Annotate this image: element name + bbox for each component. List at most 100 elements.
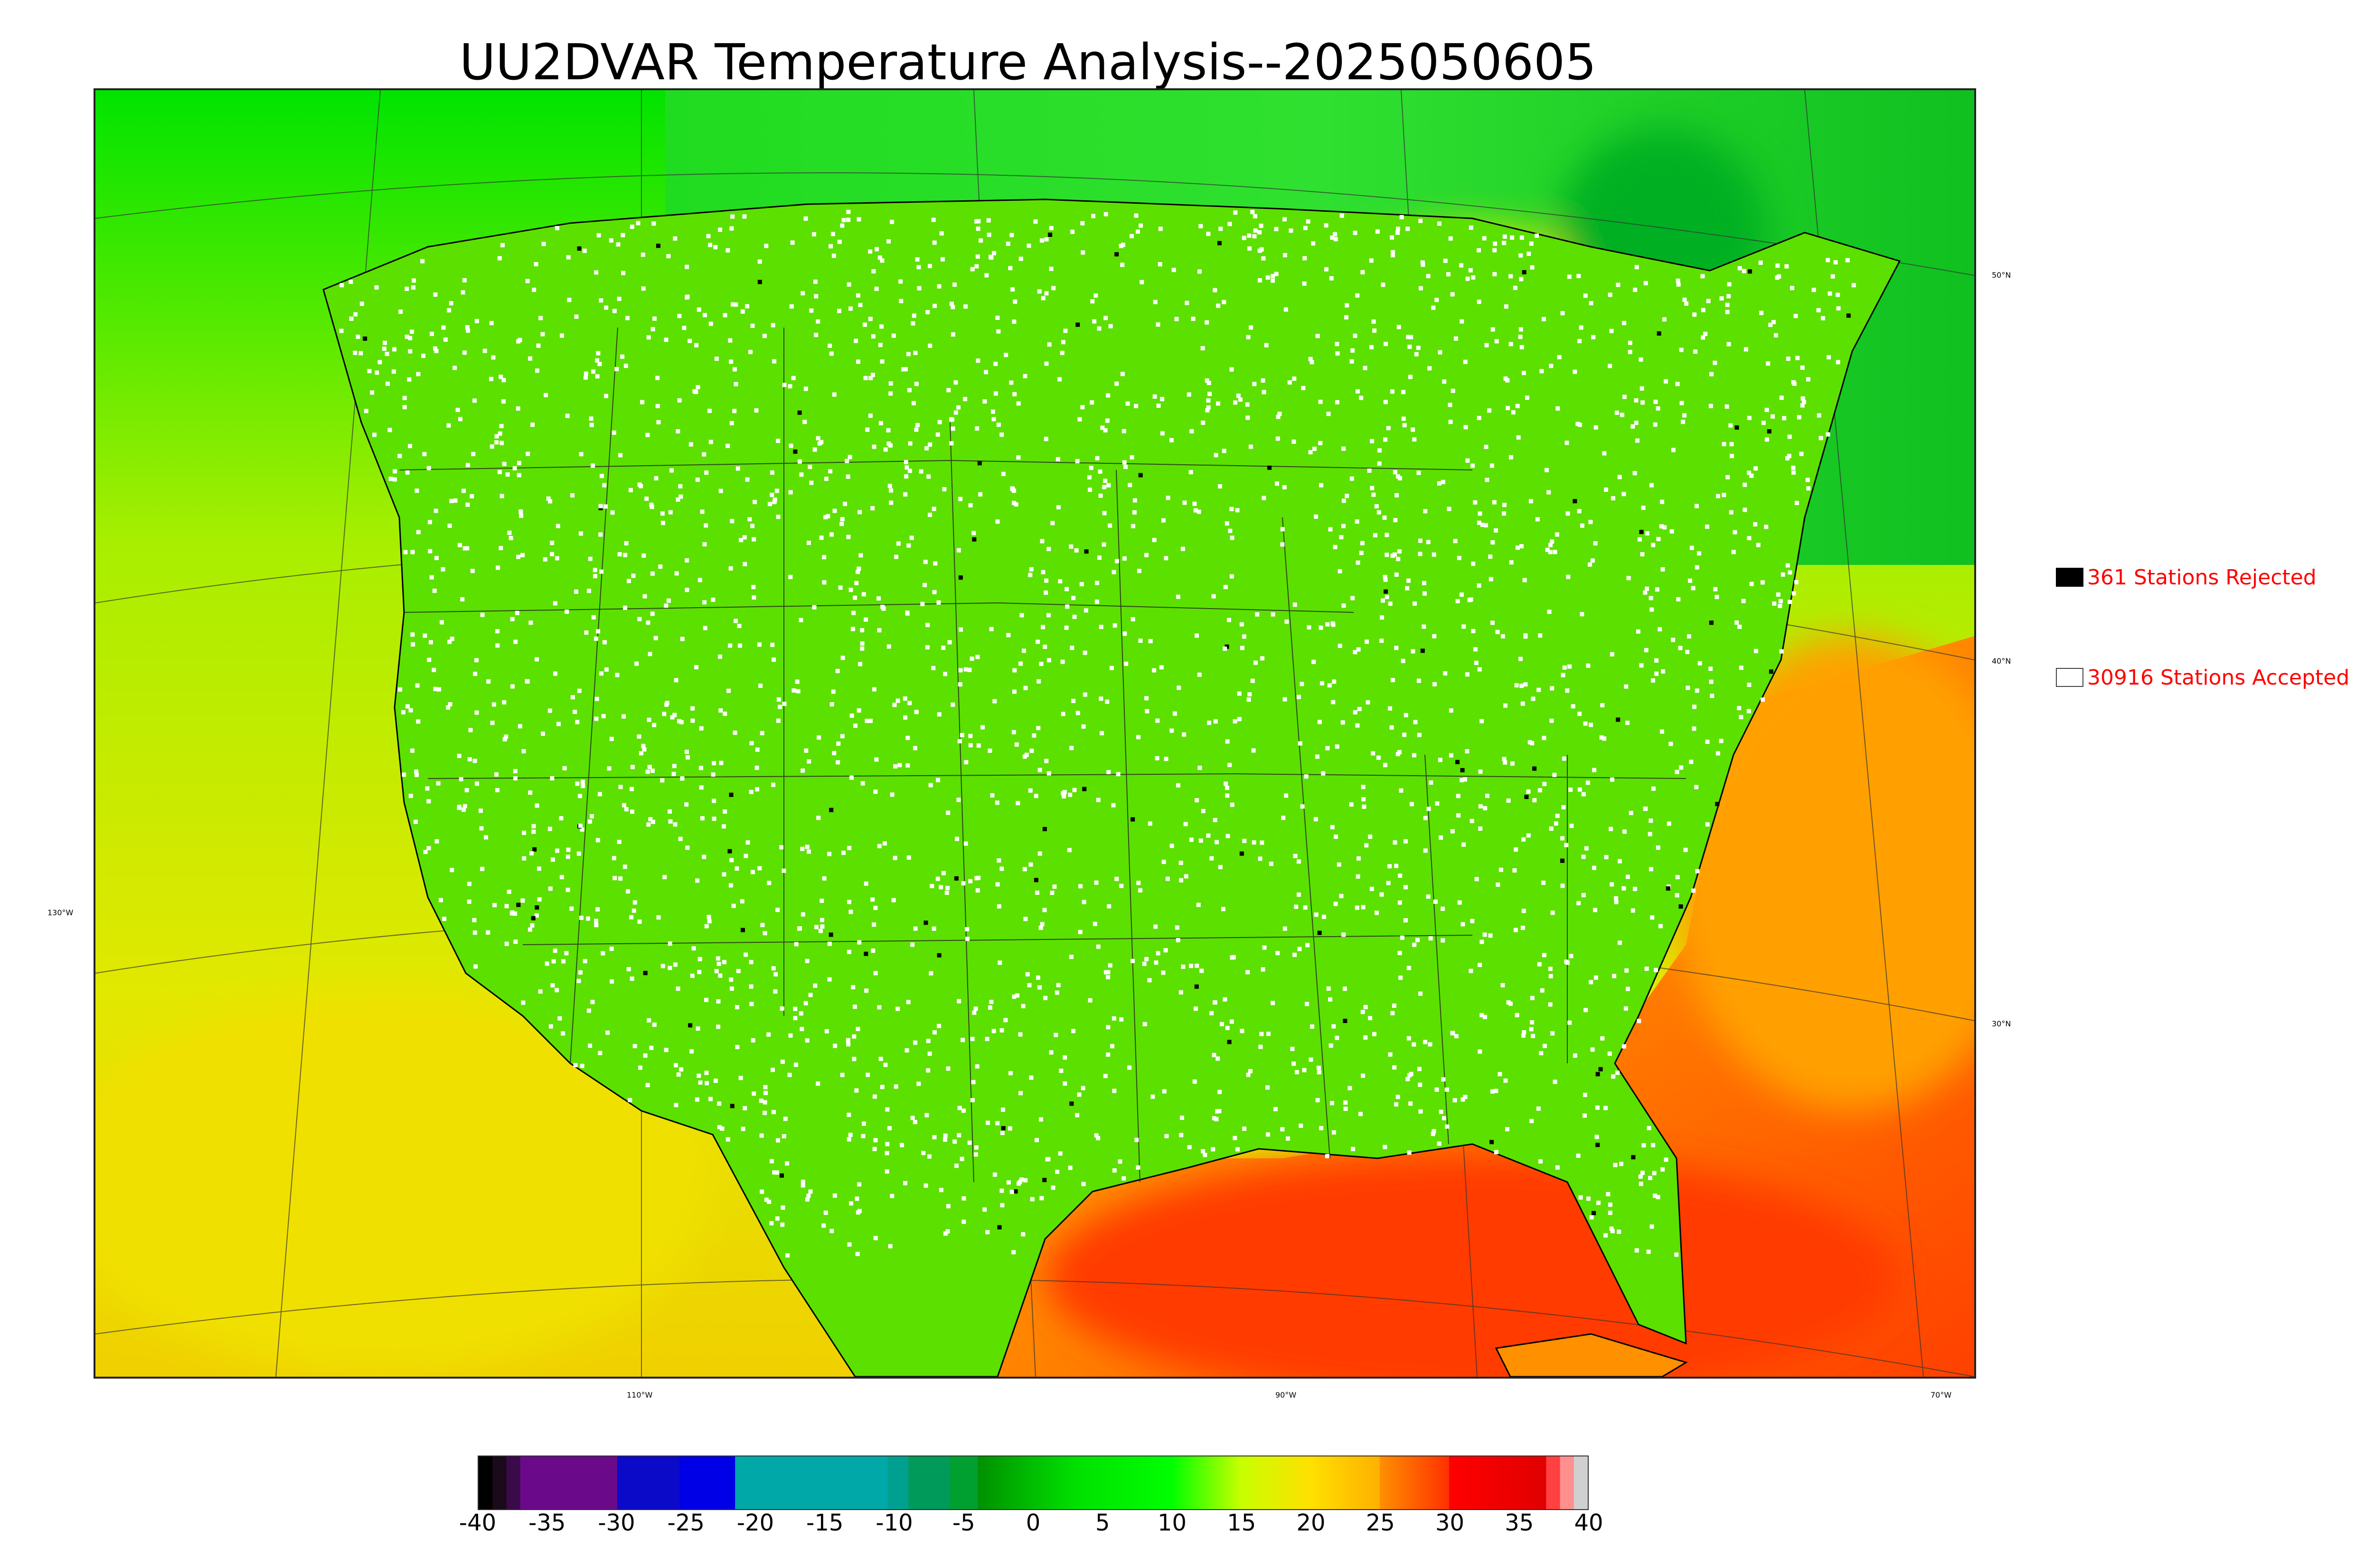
station-accepted-marker xyxy=(1503,1078,1508,1083)
station-accepted-marker xyxy=(1390,389,1394,394)
station-accepted-marker xyxy=(668,941,672,946)
station-accepted-marker xyxy=(1169,844,1174,848)
station-accepted-marker xyxy=(1102,542,1106,547)
station-accepted-marker xyxy=(943,1231,948,1236)
station-accepted-marker xyxy=(1611,1074,1616,1079)
station-accepted-marker xyxy=(1460,778,1464,782)
station-accepted-marker xyxy=(429,575,434,580)
station-accepted-marker xyxy=(840,1072,845,1077)
station-accepted-marker xyxy=(1379,892,1384,897)
station-accepted-marker xyxy=(864,988,869,993)
station-accepted-marker xyxy=(1638,1174,1643,1179)
station-accepted-marker xyxy=(1445,1124,1450,1129)
station-accepted-marker xyxy=(1282,253,1287,257)
station-accepted-marker xyxy=(1055,1170,1060,1174)
station-rejected-marker xyxy=(1595,1143,1600,1147)
station-accepted-marker xyxy=(706,234,711,238)
station-accepted-marker xyxy=(1019,613,1024,618)
station-accepted-marker xyxy=(1515,1013,1519,1017)
station-accepted-marker xyxy=(1193,508,1198,513)
station-accepted-marker xyxy=(937,284,942,289)
station-accepted-marker xyxy=(1494,339,1499,344)
station-accepted-marker xyxy=(1826,258,1830,263)
station-rejected-marker xyxy=(1075,322,1080,327)
station-accepted-marker xyxy=(879,324,884,329)
station-accepted-marker xyxy=(1692,704,1696,709)
station-accepted-marker xyxy=(1049,226,1054,231)
station-accepted-marker xyxy=(1408,1101,1413,1106)
station-accepted-marker xyxy=(1016,401,1021,406)
station-accepted-marker xyxy=(1411,427,1415,432)
station-accepted-marker xyxy=(637,920,642,924)
station-accepted-marker xyxy=(847,845,852,850)
station-accepted-marker xyxy=(1502,511,1507,516)
station-rejected-marker xyxy=(1420,648,1425,653)
station-accepted-marker xyxy=(1023,374,1027,378)
station-accepted-marker xyxy=(1607,1052,1612,1056)
station-accepted-marker xyxy=(847,1242,852,1247)
station-accepted-marker xyxy=(1438,758,1442,762)
station-rejected-marker xyxy=(997,1225,1002,1230)
station-accepted-marker xyxy=(941,871,946,875)
station-accepted-marker xyxy=(1037,985,1042,990)
station-accepted-marker xyxy=(989,1000,994,1005)
station-accepted-marker xyxy=(391,369,396,374)
station-accepted-marker xyxy=(773,989,778,994)
station-accepted-marker xyxy=(1375,911,1379,915)
station-accepted-marker xyxy=(1140,280,1144,284)
station-accepted-marker xyxy=(904,460,908,464)
station-accepted-marker xyxy=(1065,587,1069,592)
station-accepted-marker xyxy=(1077,1092,1082,1097)
colorbar-tick-label: 5 xyxy=(1095,1510,1110,1536)
station-accepted-marker xyxy=(886,644,891,649)
station-accepted-marker xyxy=(1271,278,1275,283)
station-accepted-marker xyxy=(457,753,462,758)
station-accepted-marker xyxy=(1225,521,1229,526)
station-accepted-marker xyxy=(1036,726,1041,731)
station-accepted-marker xyxy=(638,1065,642,1070)
station-accepted-marker xyxy=(1213,817,1217,822)
station-accepted-marker xyxy=(888,1244,893,1249)
station-accepted-marker xyxy=(718,654,723,659)
station-accepted-marker xyxy=(1624,684,1629,689)
station-accepted-marker xyxy=(1132,510,1137,515)
station-accepted-marker xyxy=(878,421,883,425)
station-accepted-marker xyxy=(858,662,863,667)
station-accepted-marker xyxy=(974,1145,979,1150)
station-accepted-marker xyxy=(1155,718,1160,723)
station-accepted-marker xyxy=(1035,890,1040,895)
station-accepted-marker xyxy=(1122,460,1127,465)
station-accepted-marker xyxy=(584,375,588,380)
station-accepted-marker xyxy=(854,1088,859,1093)
station-accepted-marker xyxy=(658,564,663,569)
station-accepted-marker xyxy=(1106,970,1111,975)
station-accepted-marker xyxy=(799,1011,803,1016)
station-rejected-marker xyxy=(1048,232,1053,237)
station-rejected-marker xyxy=(729,792,734,797)
station-accepted-marker xyxy=(429,331,434,336)
station-accepted-marker xyxy=(778,704,782,709)
station-accepted-marker xyxy=(931,666,936,670)
station-accepted-marker xyxy=(580,779,585,784)
station-accepted-marker xyxy=(1609,826,1613,831)
station-accepted-marker xyxy=(860,628,865,633)
station-accepted-marker xyxy=(1703,331,1708,336)
station-accepted-marker xyxy=(1658,924,1663,929)
station-accepted-marker xyxy=(1159,665,1164,670)
station-accepted-marker xyxy=(1057,377,1062,382)
station-accepted-marker xyxy=(1350,348,1355,353)
station-accepted-marker xyxy=(678,836,683,841)
station-accepted-marker xyxy=(849,1201,854,1206)
station-accepted-marker xyxy=(1273,1107,1278,1111)
station-accepted-marker xyxy=(1399,215,1404,219)
station-accepted-marker xyxy=(1165,876,1170,881)
station-accepted-marker xyxy=(565,610,569,614)
station-accepted-marker xyxy=(1460,319,1464,324)
station-accepted-marker xyxy=(537,866,541,871)
station-accepted-marker xyxy=(992,699,997,704)
station-accepted-marker xyxy=(861,1121,866,1126)
station-accepted-marker xyxy=(716,1024,721,1029)
station-accepted-marker xyxy=(1509,560,1514,565)
station-accepted-marker xyxy=(783,1117,788,1121)
station-accepted-marker xyxy=(1417,1067,1422,1071)
